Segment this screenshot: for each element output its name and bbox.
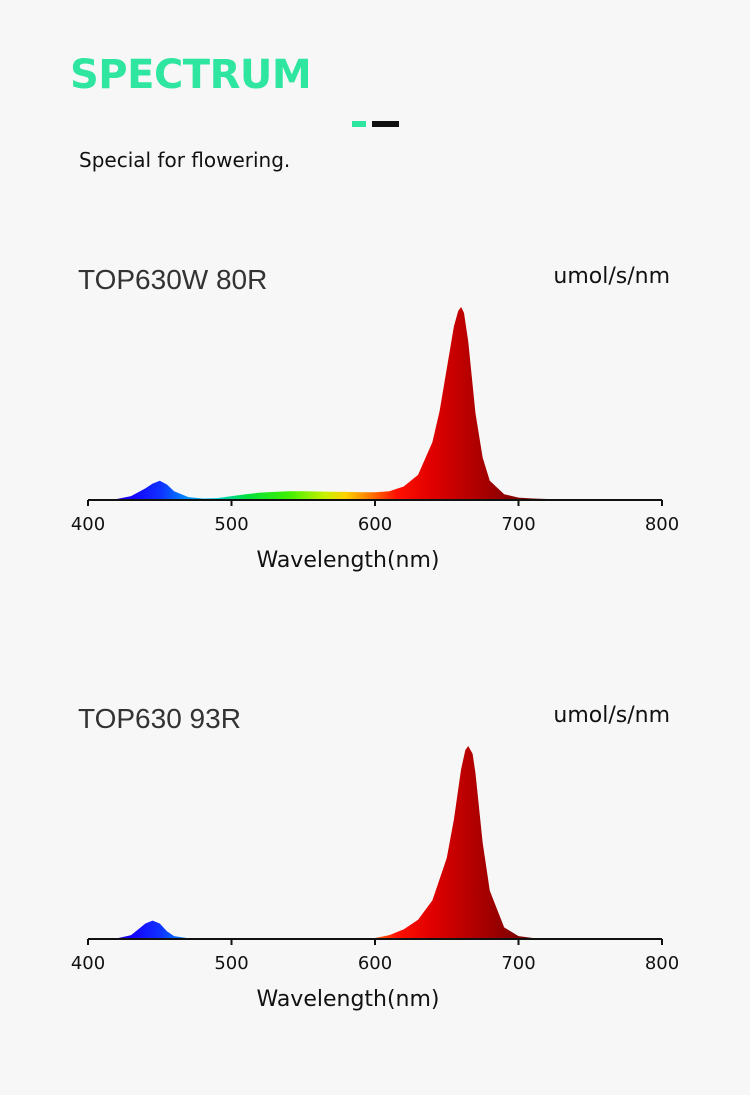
y-axis-unit-label: umol/s/nm (553, 264, 670, 289)
x-tick-label: 500 (214, 514, 248, 535)
y-axis-unit-label: umol/s/nm (553, 703, 670, 728)
chart-title: TOP630 93R (78, 703, 241, 734)
spectrum-chart: TOP630W 80R umol/s/nm 400 500 600 700 800 Wa… (0, 264, 750, 604)
x-tick-label: 700 (501, 953, 535, 974)
x-tick-label: 400 (71, 514, 105, 535)
page-subtitle: Special for flowering. (79, 148, 291, 172)
chart-title: TOP630W 80R (78, 264, 268, 295)
x-tick-label: 800 (645, 514, 679, 535)
x-tick-label: 600 (358, 514, 392, 535)
page-title: SPECTRUM (70, 52, 312, 98)
spectrum-plot: 400 500 600 700 800 (71, 746, 679, 974)
x-tick-label: 500 (214, 953, 248, 974)
x-axis-label: Wavelength(nm) (256, 548, 440, 573)
x-tick-label: 400 (71, 953, 105, 974)
x-tick-label: 700 (501, 514, 535, 535)
x-axis-label: Wavelength(nm) (256, 987, 440, 1012)
spectrum-chart: TOP630 93R umol/s/nm 400 500 600 700 800 Wav… (0, 703, 750, 1043)
x-tick-label: 800 (645, 953, 679, 974)
accent-bar-dark (372, 121, 399, 127)
spectrum-plot: 400 500 600 700 800 (71, 307, 679, 535)
spectrum-area (88, 746, 662, 939)
x-tick-label: 600 (358, 953, 392, 974)
accent-bar (352, 121, 366, 127)
spectrum-area (88, 307, 662, 500)
